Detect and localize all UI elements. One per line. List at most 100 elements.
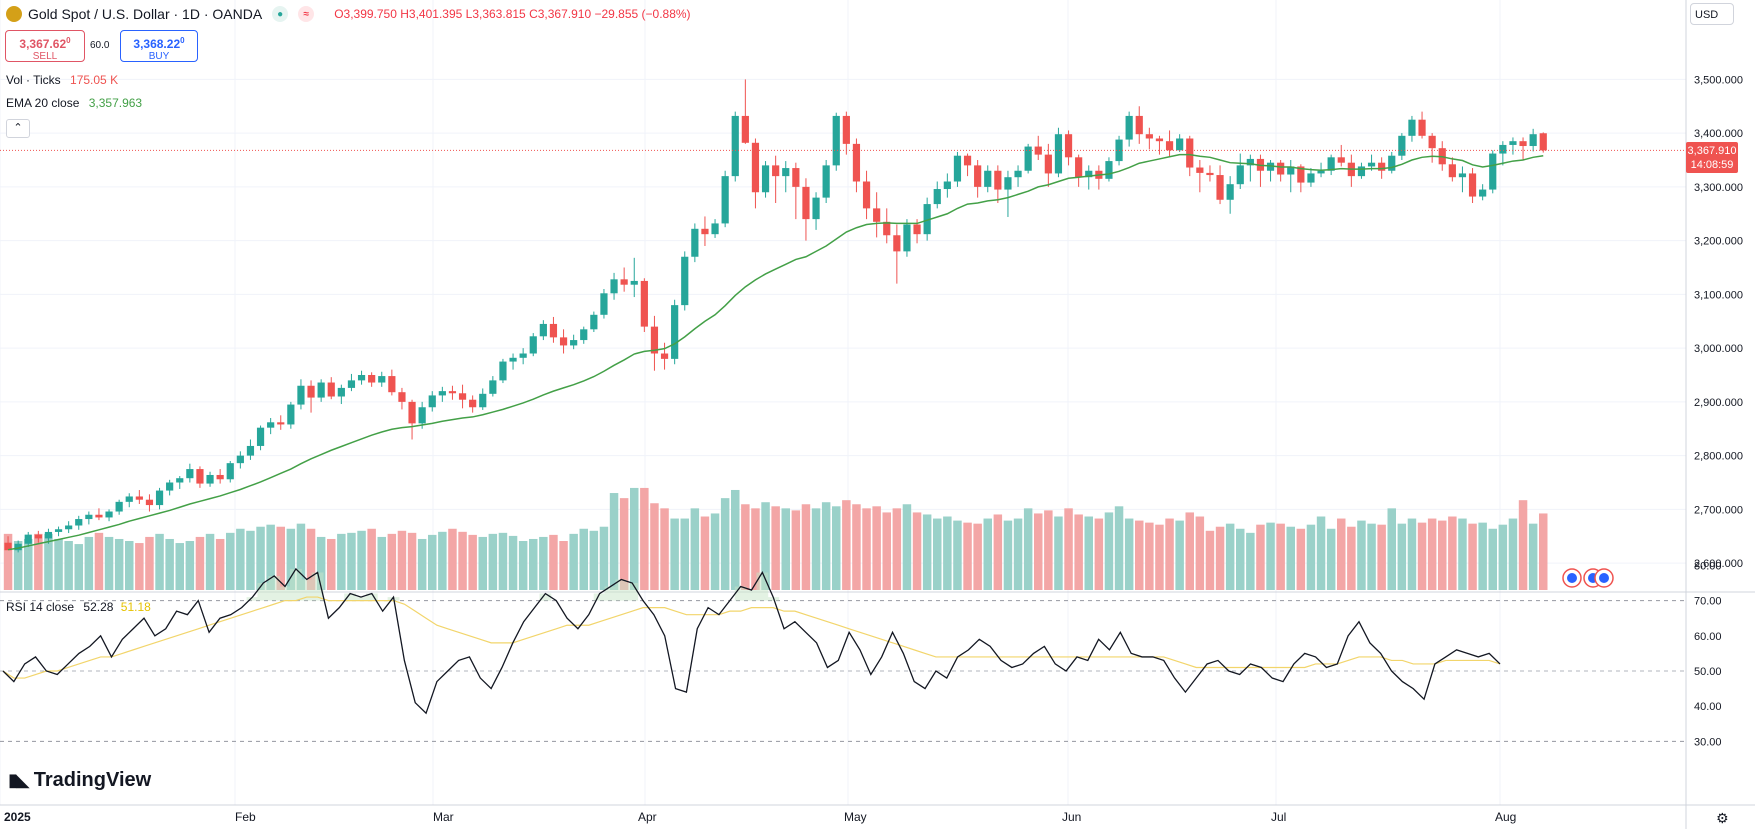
volume-bar	[619, 498, 629, 590]
currency-selector[interactable]: USD	[1690, 3, 1734, 25]
time-tick-label: 2025	[4, 810, 31, 824]
volume-bar	[801, 504, 811, 590]
candle-body	[489, 380, 497, 394]
candle-body	[862, 181, 871, 209]
volume-bar	[1498, 524, 1508, 590]
candle-body	[519, 353, 527, 358]
volume-bar	[246, 530, 255, 590]
volume-bar	[1488, 528, 1497, 590]
symbol-header: Gold Spot / U.S. Dollar · 1D · OANDA ● ≈…	[6, 5, 691, 23]
event-flags	[1562, 568, 1614, 588]
candle-body	[812, 197, 820, 220]
volume-bar	[1427, 518, 1437, 590]
candle-body	[1226, 184, 1234, 200]
volume-bar	[1064, 508, 1073, 590]
candle-body	[1448, 164, 1456, 178]
sell-button[interactable]: 3,367.620 SELL	[5, 30, 85, 62]
volume-bar	[1236, 528, 1245, 590]
candle-body	[256, 427, 265, 446]
volume-bar	[448, 528, 457, 590]
candle-body	[1206, 172, 1214, 176]
candle-body	[620, 279, 628, 285]
candle-body	[448, 391, 457, 394]
volume-bar	[1438, 520, 1447, 590]
candle-body	[1004, 177, 1012, 190]
candle-body	[277, 422, 285, 425]
volume-bar	[1337, 518, 1346, 590]
ema-legend[interactable]: EMA 20 close 3,357.963	[6, 96, 142, 110]
volume-bar	[488, 533, 498, 590]
price-tick-label: 2,800.000	[1694, 451, 1743, 463]
volume-bar	[34, 533, 43, 590]
volume-legend[interactable]: Vol · Ticks 175.05 K	[6, 73, 118, 87]
price-tick-label: 3,200.000	[1694, 236, 1743, 248]
volume-bar	[1377, 524, 1386, 590]
rsi-legend[interactable]: RSI 14 close 52.28 51.18	[6, 600, 151, 614]
candle-body	[1458, 173, 1467, 178]
candle-body	[772, 165, 780, 177]
candle-body	[1155, 138, 1164, 142]
candle-body	[1489, 153, 1497, 190]
volume-bar	[922, 514, 932, 590]
volume-bar	[125, 541, 134, 590]
candle-body	[832, 115, 840, 166]
buy-label: BUY	[148, 51, 170, 62]
volume-bar	[650, 503, 659, 590]
candle-body	[1216, 175, 1224, 200]
ema-value: 3,357.963	[88, 96, 143, 110]
candle-body	[1266, 162, 1275, 171]
volume-bar	[862, 508, 871, 590]
volume-bar	[478, 536, 487, 590]
candle-body	[1357, 166, 1366, 177]
candle-body	[196, 469, 204, 484]
candle-body	[115, 501, 123, 512]
volume-bar	[175, 543, 184, 590]
market-open-icon[interactable]: ●	[272, 6, 289, 22]
candle-body	[1075, 157, 1083, 178]
candle-body	[1337, 157, 1345, 163]
time-tick-label: Feb	[235, 810, 256, 824]
volume-bar	[84, 536, 94, 590]
candle-body	[923, 204, 931, 235]
candle-body	[1367, 162, 1376, 167]
candle-body	[65, 525, 73, 530]
candle-body	[1468, 173, 1477, 197]
delay-icon[interactable]: ≈	[298, 6, 315, 22]
candle-body	[347, 380, 356, 388]
candle-body	[984, 170, 992, 187]
high-value: H3,401.395	[400, 7, 463, 21]
candle-body	[145, 499, 154, 506]
volume-bar	[973, 523, 982, 590]
volume-bar	[579, 528, 588, 590]
candle-body	[327, 382, 335, 397]
buy-button[interactable]: 3,368.220 BUY	[120, 30, 198, 62]
candle-body	[953, 155, 962, 182]
volume-bar	[1387, 508, 1396, 590]
candle-body	[610, 279, 618, 294]
rsi-pane	[0, 567, 1686, 742]
rsi-tick-label: 50.00	[1694, 666, 1722, 678]
candle-body	[1297, 166, 1305, 183]
candle-body	[873, 208, 881, 222]
tradingview-logo-icon: ▮◣	[8, 770, 30, 790]
candle-body	[640, 280, 648, 327]
volume-bar	[1468, 523, 1477, 590]
settings-gear-icon[interactable]: ⚙	[1716, 810, 1729, 826]
volume-bar	[1539, 513, 1548, 590]
volume-bar	[1508, 518, 1518, 590]
rsi-label: RSI 14 close	[6, 600, 75, 614]
volume-bar	[1256, 524, 1265, 590]
gold-symbol-icon	[6, 6, 22, 22]
volume-bar	[1347, 526, 1356, 590]
collapse-legend-button[interactable]: ⌃	[6, 119, 30, 138]
candle-body	[1246, 158, 1254, 166]
volume-bar	[1124, 518, 1134, 590]
symbol-title[interactable]: Gold Spot / U.S. Dollar · 1D · OANDA	[28, 6, 263, 22]
volume-bar	[1306, 524, 1316, 590]
tradingview-logo[interactable]: ▮◣ TradingView	[8, 769, 151, 792]
candle-body	[681, 256, 689, 306]
ema-line	[7, 153, 1544, 551]
candle-body	[842, 115, 850, 144]
